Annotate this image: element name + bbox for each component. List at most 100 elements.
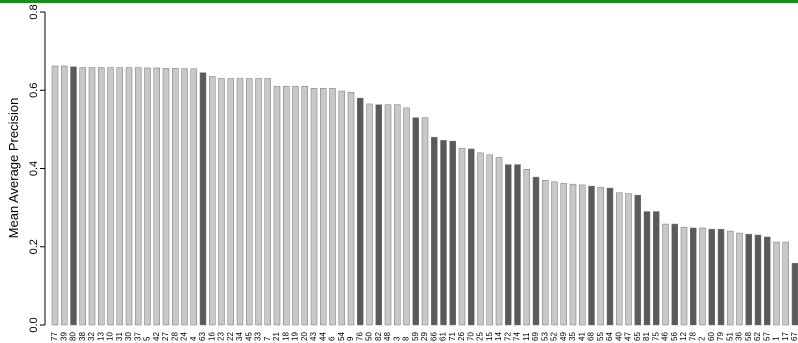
x-tick-label: 75 <box>651 332 660 341</box>
bar <box>357 97 364 326</box>
x-tick-label: 62 <box>753 332 762 341</box>
bar <box>144 67 151 326</box>
x-tick-label: 58 <box>744 332 753 341</box>
bar <box>264 78 271 326</box>
x-tick-label: 47 <box>624 332 633 341</box>
x-tick-label: 24 <box>180 332 189 341</box>
bar <box>116 67 123 326</box>
bar <box>310 88 318 326</box>
x-tick-label: 66 <box>429 332 438 341</box>
x-tick-label: 25 <box>476 332 485 341</box>
x-tick-label: 55 <box>596 332 605 341</box>
bar <box>606 187 614 326</box>
x-tick-label: 17 <box>781 332 790 341</box>
bar <box>292 86 299 326</box>
x-tick-label: 22 <box>226 332 235 341</box>
bar <box>643 211 651 326</box>
bar <box>79 67 86 326</box>
x-tick-label: 81 <box>642 332 651 341</box>
x-tick-label: 48 <box>383 332 392 341</box>
bar <box>338 90 345 326</box>
x-tick-label: 52 <box>550 332 559 341</box>
x-tick-label: 69 <box>531 332 540 341</box>
x-tick-label: 45 <box>244 332 253 341</box>
x-tick-label: 60 <box>707 332 716 341</box>
bar <box>98 67 105 326</box>
x-tick-label: 61 <box>439 332 448 341</box>
x-tick-label: 57 <box>762 332 771 341</box>
bar <box>162 68 170 326</box>
x-tick-label: 35 <box>568 332 577 341</box>
y-tick-label: 0.8 <box>28 4 40 19</box>
bar <box>347 91 355 326</box>
x-tick-label: 23 <box>217 332 226 341</box>
x-tick-label: 1 <box>772 336 781 341</box>
bar <box>560 183 567 326</box>
bar <box>394 104 401 326</box>
x-tick-label: 19 <box>291 332 300 341</box>
x-tick-label: 42 <box>152 332 161 341</box>
y-tick-label: 0.6 <box>28 83 40 98</box>
bar <box>791 262 798 326</box>
bar <box>255 78 262 326</box>
x-tick-label: 20 <box>300 332 309 341</box>
x-tick-label: 5 <box>143 336 152 341</box>
x-tick-label: 82 <box>374 332 383 341</box>
x-tick-label: 9 <box>346 336 355 341</box>
x-tick-label: 46 <box>661 332 670 341</box>
x-tick-label: 70 <box>466 332 475 341</box>
bar <box>172 68 179 326</box>
bar <box>477 152 484 326</box>
bar <box>431 136 438 326</box>
x-tick-label: 65 <box>633 332 642 341</box>
bar <box>680 226 688 326</box>
x-tick-label: 6 <box>328 336 337 341</box>
bar <box>135 67 142 326</box>
bar <box>782 241 789 326</box>
x-tick-label: 64 <box>605 332 614 341</box>
bar <box>717 228 725 326</box>
x-tick-label: 10 <box>106 332 115 341</box>
y-axis-label: Mean Average Precision <box>6 98 21 239</box>
x-tick-label: 54 <box>337 332 346 341</box>
x-tick-label: 26 <box>457 332 466 341</box>
bar <box>403 107 410 326</box>
bar <box>246 78 253 326</box>
bar <box>727 230 734 326</box>
x-tick-label: 53 <box>540 332 549 341</box>
bar <box>708 228 715 326</box>
bar <box>671 223 678 326</box>
bar <box>227 78 234 326</box>
x-tick-label: 72 <box>503 332 512 341</box>
bar <box>458 147 466 326</box>
bar <box>107 67 114 326</box>
bar <box>699 227 706 326</box>
bar <box>301 86 308 326</box>
x-tick-label: 12 <box>679 332 688 341</box>
x-tick-label: 2 <box>698 336 707 341</box>
bar <box>61 65 68 326</box>
bar <box>754 234 762 326</box>
x-tick-label: 8 <box>402 336 411 341</box>
x-tick-label: 74 <box>513 332 522 341</box>
bar <box>523 169 530 326</box>
x-tick-label: 11 <box>522 332 531 341</box>
x-tick-label: 80 <box>69 332 78 341</box>
bar <box>468 148 475 326</box>
bar <box>505 164 512 326</box>
y-tick-label: 0.2 <box>28 239 40 254</box>
x-tick-label: 15 <box>485 332 494 341</box>
y-tick-label: 0.4 <box>28 161 40 176</box>
x-tick-label: 51 <box>725 332 734 341</box>
bar <box>597 187 604 326</box>
x-tick-label: 4 <box>189 336 198 341</box>
top-border <box>0 0 798 3</box>
bar <box>745 233 752 326</box>
bar <box>495 157 503 326</box>
bar <box>283 86 290 326</box>
x-tick-label: 71 <box>448 332 457 341</box>
bar <box>181 68 188 326</box>
bar <box>375 104 382 326</box>
